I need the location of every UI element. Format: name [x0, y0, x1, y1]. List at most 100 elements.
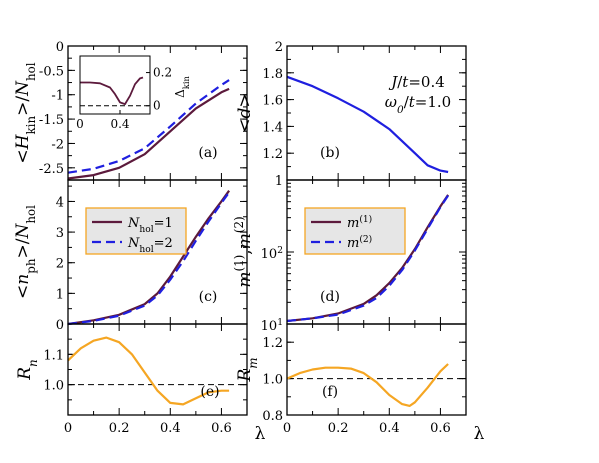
panel-f-ylabel-part: R: [235, 369, 255, 383]
panel-c-legend-entry-1-part: hol: [139, 225, 153, 235]
panel-c-ylabel-part: >/: [13, 238, 33, 258]
panel-b-annotation-2: ω0/t=1.0: [385, 93, 451, 116]
panel-b-ytick-label: 1: [275, 174, 283, 189]
panel-d-legend-entry-1: m(1): [347, 214, 372, 231]
panel-d-legend: m(1) m(2): [304, 207, 406, 255]
panel-f-frame: [286, 323, 467, 416]
panel-f-ytick-label: 1.0: [262, 373, 283, 388]
panel-b-ytick-label: 1.4: [262, 120, 283, 135]
panel-e-ylabel: Rn: [15, 359, 40, 380]
panel-a-inset-series-1-line: [80, 76, 144, 105]
panel-a-ytick-label: 0: [56, 40, 64, 55]
panel-b-frame: [286, 45, 467, 181]
panel-b-annotation-2-part: /: [404, 93, 410, 111]
panel-d-ytick-label-part: 1: [277, 318, 283, 328]
panel-d-ytick-label-part: 2: [277, 246, 283, 256]
panel-a-ylabel: <Hkin>/Nhol: [13, 62, 38, 163]
panel-e-xtick-label: 0: [64, 421, 72, 436]
panel-a-ytick-label: -2: [51, 137, 64, 152]
panel-d-ytick-label: 102: [261, 246, 283, 262]
panel-e-xtick-label: 0.4: [160, 421, 181, 436]
panel-e-xtick-label: 0.6: [211, 421, 232, 436]
panel-a-inset-xtick-label: 0.4: [110, 117, 129, 131]
panel-f-ylabel-part: m: [246, 357, 260, 368]
panel-d-ytick-label: 101: [261, 318, 283, 334]
panel-b-ylabel: <d>: [235, 93, 255, 132]
panel-e-xlabel: λ: [255, 424, 266, 444]
panel-e-frame: [67, 323, 248, 416]
panel-b-annotation-1: J/t=0.4: [388, 73, 445, 91]
panel-c-ylabel-part: <: [13, 285, 33, 299]
panel-f-xtick-label: 0.6: [430, 421, 451, 436]
panel-e-xtick-label: 0.2: [109, 421, 130, 436]
panel-a-ylabel-part: kin: [24, 116, 38, 135]
panel-f-xtick-label: 0.2: [328, 421, 349, 436]
panel-c-ytick-label: 0: [56, 318, 64, 333]
panel-c-ytick-label: 1: [56, 287, 64, 302]
panel-c-ytick-label: 2: [56, 257, 64, 272]
panel-f-xtick-label: 0.4: [379, 421, 400, 436]
panel-e-ytick-label: 1.0: [43, 379, 64, 394]
panel-f-label: (f): [322, 384, 338, 400]
panel-d-ylabel-part: m: [235, 272, 255, 288]
panel-a-ylabel-part: hol: [24, 62, 38, 81]
panel-f-ytick-label: 1.2: [262, 336, 283, 351]
panel-c-ylabel-part: N: [13, 223, 33, 240]
panel-c-ylabel-part: n: [13, 274, 33, 285]
panel-b-annotation-2-part: ω: [385, 93, 397, 111]
panel-d-ytick-label-part: 10: [261, 319, 278, 334]
panel-b-annotation-1-part: J: [388, 73, 398, 91]
panel-c-legend-entry-2: Nhol=2: [127, 236, 173, 255]
panel-e-series-1-line: [67, 336, 230, 406]
panel-a-ylabel-part: >/: [13, 96, 33, 116]
panel-d-ytick-label-part: 10: [261, 247, 278, 262]
panel-a-inset-frame: [79, 55, 151, 115]
panel-d-legend-entry-2-part: m: [347, 236, 359, 251]
panel-d-ylabel-part: m: [235, 233, 255, 249]
panel-b-annotation-2-part: 0: [397, 104, 404, 116]
panel-f-xlabel: λ: [474, 424, 485, 444]
panel-f-ytick-label: 0.8: [262, 409, 283, 424]
panel-c-label: (c): [199, 289, 218, 305]
panel-b-ytick-label: 1.2: [262, 147, 283, 162]
panel-c-ytick-label: 4: [56, 195, 64, 210]
panel-b-ytick-label: 1.6: [262, 94, 283, 109]
panel-a-ytick-label: -2.5: [39, 162, 64, 177]
panel-b-annotation-1-part: /: [397, 73, 403, 91]
panel-c-legend-entry-2-part: N: [127, 236, 140, 251]
panel-a-inset-ylabel-part: Δ: [173, 89, 187, 98]
panel-c-ylabel: <nph>/Nhol: [13, 205, 38, 299]
panel-b-ylabel-part: <: [235, 118, 255, 132]
panel-b-series-1-line: [286, 75, 449, 174]
panel-c-ylabel-part: hol: [24, 205, 38, 224]
panel-a-inset-xtick-label: 0: [76, 117, 84, 131]
panel-d-legend-entry-2: m(2): [347, 234, 372, 251]
panel-b-annotation-1-part: =0.4: [408, 73, 444, 91]
panel-e: 1.0 1.1 0 0.2 0.4 0.6 λ (e) Rn: [15, 323, 266, 444]
panel-d-ylabel: m(1),m(2): [232, 216, 255, 287]
panel-d-label: (d): [320, 289, 340, 305]
panel-b-ytick-label: 2: [275, 40, 283, 55]
panel-e-label: (e): [200, 384, 219, 400]
panel-f-ylabel: Rm: [235, 357, 260, 382]
panel-b-ytick-label: 1.8: [262, 67, 283, 82]
panel-a-series-2-line: [67, 79, 230, 174]
panel-a-inset-bg: [80, 56, 150, 114]
panel-c-series-2-line: [67, 191, 230, 326]
panel-e-ylabel-part: R: [15, 367, 35, 381]
panel-d-legend-entry-1-part: m: [347, 216, 359, 231]
panel-a-inset-ytick-label: 0: [153, 99, 161, 113]
panel-c-legend-entry-1: Nhol=1: [127, 216, 173, 235]
panel-c-ylabel-part: ph: [24, 258, 38, 274]
panel-e-ytick-label: 1.1: [43, 348, 64, 363]
panel-d-legend-box: [304, 207, 406, 255]
panel-a-ylabel-part: N: [13, 80, 33, 97]
panel-b-annotation-2-part: =1.0: [415, 93, 451, 111]
panel-d-ylabel-part: ,: [235, 249, 255, 254]
panel-a-inset-ytick-label: 0.2: [153, 66, 172, 80]
